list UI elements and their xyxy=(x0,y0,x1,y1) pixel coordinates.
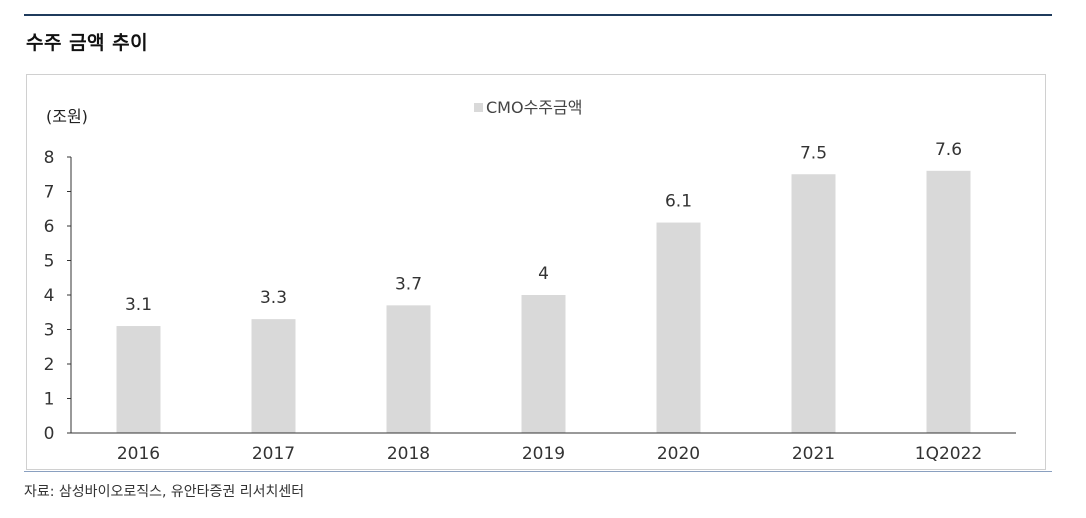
data-label-1Q2022: 7.6 xyxy=(935,140,962,160)
bar-1Q2022 xyxy=(926,170,971,434)
y-tick-label: 2 xyxy=(44,355,55,375)
bar-2016 xyxy=(116,326,161,433)
page-title: 수주 금액 추이 xyxy=(26,32,149,54)
bar-2017 xyxy=(251,319,296,433)
bottom-rule xyxy=(24,471,1052,472)
legend-label: CMO수주금액 xyxy=(486,98,582,117)
y-tick-label: 7 xyxy=(44,183,55,203)
bar-2018 xyxy=(386,305,431,433)
x-tick-label: 2016 xyxy=(117,444,160,464)
y-axis: 0 1 2 3 4 5 6 7 8 xyxy=(44,148,71,444)
bar-2021 xyxy=(791,174,836,433)
x-axis: 2016 2017 2018 2019 2020 2021 1Q2022 xyxy=(117,444,982,464)
y-unit-label: (조원) xyxy=(46,107,88,126)
x-tick-label: 2019 xyxy=(522,444,565,464)
y-tick-label: 5 xyxy=(44,252,55,272)
legend: CMO수주금액 xyxy=(474,98,582,117)
source-note: 자료: 삼성바이오로직스, 유안타증권 리서치센터 xyxy=(24,484,305,500)
x-tick-label: 1Q2022 xyxy=(915,444,982,464)
y-tick-label: 0 xyxy=(44,424,55,444)
bars: 3.1 3.3 3.7 4 6.1 7.5 7.6 xyxy=(116,140,971,434)
y-tick-label: 8 xyxy=(44,148,55,168)
data-label-2021: 7.5 xyxy=(800,143,827,163)
bar-2019 xyxy=(521,295,566,433)
data-label-2017: 3.3 xyxy=(260,288,287,308)
y-tick-label: 4 xyxy=(44,286,55,306)
data-label-2020: 6.1 xyxy=(665,192,692,212)
y-tick-label: 6 xyxy=(44,217,55,237)
x-tick-label: 2018 xyxy=(387,444,430,464)
x-tick-label: 2020 xyxy=(657,444,700,464)
x-tick-label: 2017 xyxy=(252,444,295,464)
legend-swatch xyxy=(474,103,483,112)
x-tick-label: 2021 xyxy=(792,444,835,464)
data-label-2019: 4 xyxy=(538,264,549,284)
y-tick-label: 1 xyxy=(44,390,55,410)
y-tick-label: 3 xyxy=(44,321,55,341)
top-rule xyxy=(24,14,1052,16)
bar-2020 xyxy=(656,222,701,433)
data-label-2018: 3.7 xyxy=(395,274,422,294)
data-label-2016: 3.1 xyxy=(125,295,152,315)
